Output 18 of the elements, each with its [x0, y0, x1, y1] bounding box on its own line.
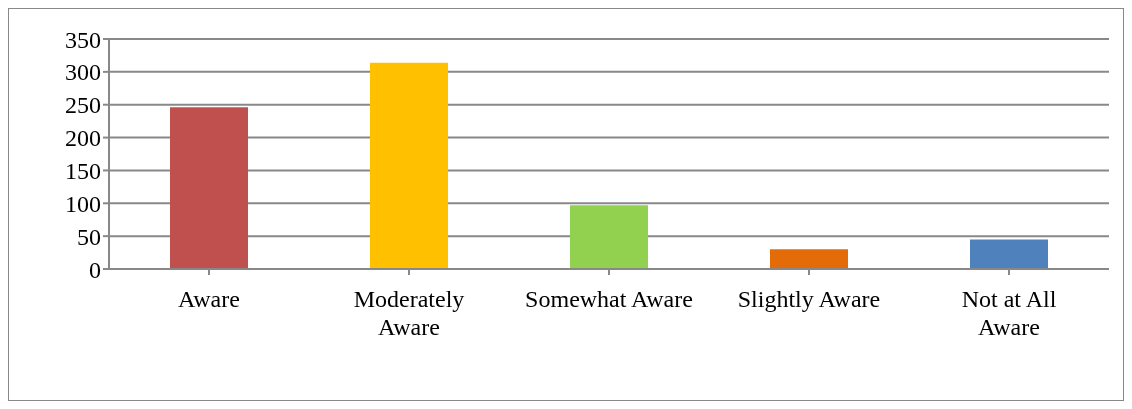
bar: [770, 249, 848, 269]
y-tick-label: 100: [65, 190, 101, 217]
x-tick-label: Somewhat Aware: [525, 286, 693, 312]
y-tick-label: 300: [65, 59, 101, 86]
y-tick-label: 350: [65, 26, 101, 53]
y-tick-label: 250: [65, 92, 101, 119]
x-tick-label: Moderately Aware: [353, 286, 465, 340]
bar: [370, 62, 448, 269]
bar: [970, 239, 1048, 269]
y-tick-label: 150: [65, 157, 101, 184]
x-tick-label: Aware: [178, 286, 240, 312]
y-tick-label: 200: [65, 125, 101, 152]
y-tick-label: 50: [77, 223, 101, 250]
x-tick-label: Slightly Aware: [737, 286, 881, 312]
x-tick-label: Not at All Aware: [961, 286, 1057, 340]
bar: [170, 107, 248, 269]
y-tick-label: 0: [89, 256, 101, 283]
bar: [570, 205, 648, 269]
